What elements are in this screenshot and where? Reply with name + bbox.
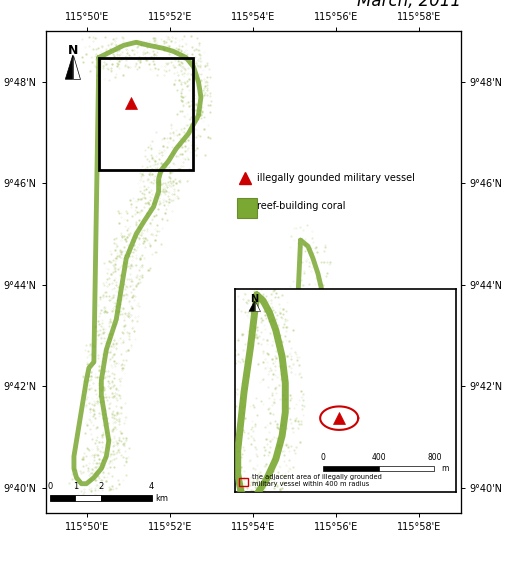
- Text: 800: 800: [427, 452, 441, 461]
- Bar: [50, 495, 75, 501]
- Text: m: m: [441, 464, 448, 473]
- Text: illegally gounded military vessel: illegally gounded military vessel: [258, 173, 415, 183]
- Text: 400: 400: [372, 452, 386, 461]
- Text: March, 2011: March, 2011: [356, 0, 461, 11]
- Bar: [237, 199, 258, 218]
- Text: N: N: [250, 294, 259, 304]
- Text: the adjacent area of illegally grounded
military vessel within 400 m radius: the adjacent area of illegally grounded …: [252, 474, 382, 487]
- Polygon shape: [65, 55, 73, 79]
- Text: 4: 4: [149, 482, 154, 491]
- Text: 0: 0: [321, 452, 326, 461]
- Bar: [323, 466, 379, 472]
- Bar: [379, 466, 434, 472]
- Polygon shape: [73, 55, 80, 79]
- Polygon shape: [254, 301, 260, 311]
- Text: km: km: [156, 494, 169, 503]
- Bar: [99, 58, 193, 170]
- Text: reef-building coral: reef-building coral: [258, 201, 346, 210]
- Text: 0: 0: [47, 482, 52, 491]
- Text: N: N: [68, 44, 78, 57]
- Text: 1: 1: [73, 482, 78, 491]
- Bar: [101, 495, 152, 501]
- Polygon shape: [249, 301, 254, 311]
- Bar: [75, 495, 101, 501]
- Text: 2: 2: [98, 482, 103, 491]
